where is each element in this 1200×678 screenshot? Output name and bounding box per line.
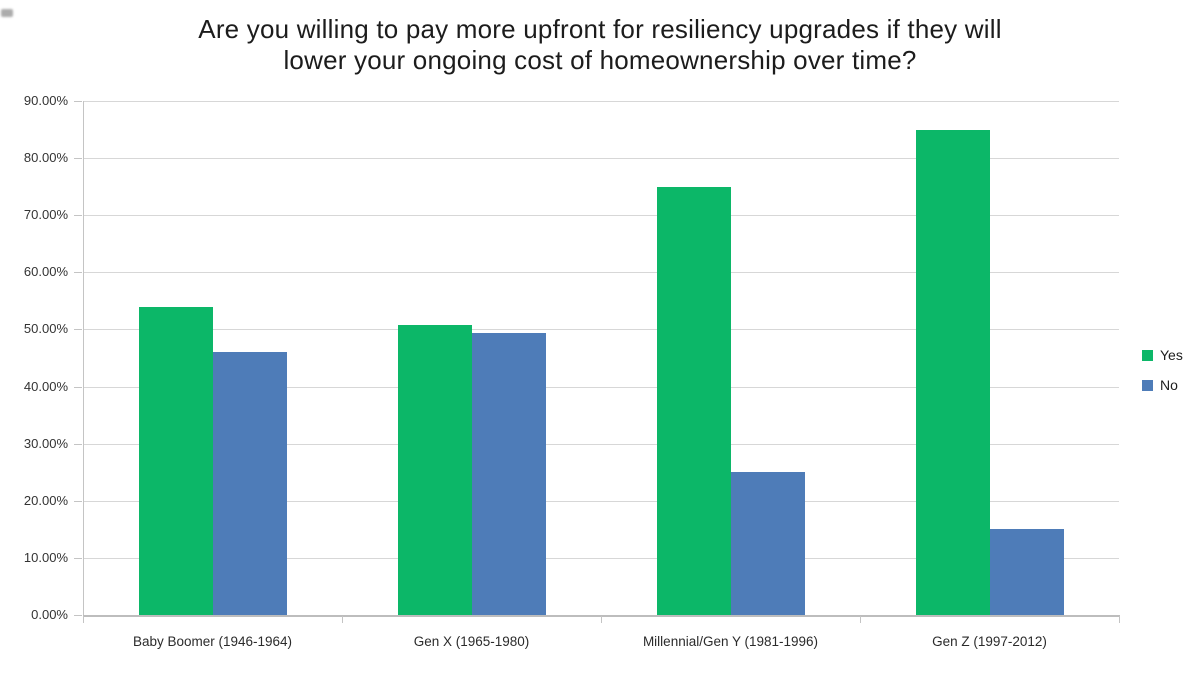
y-tick-90 — [74, 101, 82, 102]
legend: Yes No — [1142, 347, 1183, 407]
chart-title-line-1: Are you willing to pay more upfront for … — [198, 14, 1002, 44]
y-tick-0 — [74, 615, 82, 616]
gridline-20 — [83, 500, 1119, 502]
bar-yes-3 — [656, 186, 731, 615]
bar-yes-4 — [915, 129, 990, 615]
legend-item-no: No — [1142, 377, 1183, 393]
y-axis-label-10: 10.00% — [23, 549, 68, 565]
y-tick-30 — [74, 443, 82, 445]
bar-no-1 — [212, 352, 287, 615]
legend-label-yes: Yes — [1160, 347, 1183, 363]
y-tick-80 — [74, 158, 82, 160]
bar-no-2 — [471, 333, 546, 615]
y-axis-label-20: 20.00% — [23, 492, 68, 508]
y-tick-70 — [74, 215, 82, 217]
y-axis-label-80: 80.00% — [23, 150, 68, 166]
bar-yes-1 — [138, 306, 213, 615]
legend-swatch-yes — [1142, 349, 1153, 361]
y-axis-label-90: 90.00% — [23, 93, 68, 108]
y-axis-label-40: 40.00% — [23, 378, 68, 394]
y-axis-line — [83, 101, 84, 621]
y-axis-label-0: 0.00% — [31, 607, 68, 622]
bar-no-3 — [730, 472, 805, 615]
x-tick-0 — [83, 616, 84, 623]
y-tick-10 — [74, 557, 82, 559]
gridline-70 — [83, 215, 1119, 217]
chart-title-line-2: lower your ongoing cost of homeownership… — [283, 45, 917, 75]
y-tick-20 — [74, 500, 82, 502]
legend-swatch-no — [1142, 379, 1153, 391]
video-artifact — [1, 9, 13, 17]
y-axis-label-50: 50.00% — [23, 321, 68, 337]
x-tick-3 — [860, 616, 861, 623]
bar-yes-2 — [397, 325, 472, 615]
gridline-10 — [83, 557, 1119, 559]
gridline-50 — [83, 329, 1119, 331]
x-tick-1 — [342, 616, 343, 623]
y-axis-label-70: 70.00% — [23, 207, 68, 223]
legend-item-yes: Yes — [1142, 347, 1183, 363]
legend-label-no: No — [1160, 377, 1178, 393]
x-axis-label-3: Millennial/Gen Y (1981-1996) — [642, 634, 819, 649]
x-axis-label-1: Baby Boomer (1946-1964) — [132, 634, 293, 649]
x-axis-label-4: Gen Z (1997-2012) — [932, 634, 1047, 649]
gridline-30 — [83, 443, 1119, 445]
x-axis-label-2: Gen X (1965-1980) — [413, 634, 530, 649]
gridline-60 — [83, 272, 1119, 274]
gridline-40 — [83, 386, 1119, 388]
bar-no-4 — [989, 529, 1064, 615]
x-tick-4 — [1119, 616, 1120, 623]
y-tick-40 — [74, 386, 82, 388]
y-axis-label-60: 60.00% — [23, 264, 68, 280]
y-tick-60 — [74, 272, 82, 274]
x-tick-2 — [601, 616, 602, 623]
y-axis-label-30: 30.00% — [23, 435, 68, 451]
gridline-80 — [83, 158, 1119, 160]
gridline-90 — [83, 101, 1119, 102]
y-tick-50 — [74, 329, 82, 331]
